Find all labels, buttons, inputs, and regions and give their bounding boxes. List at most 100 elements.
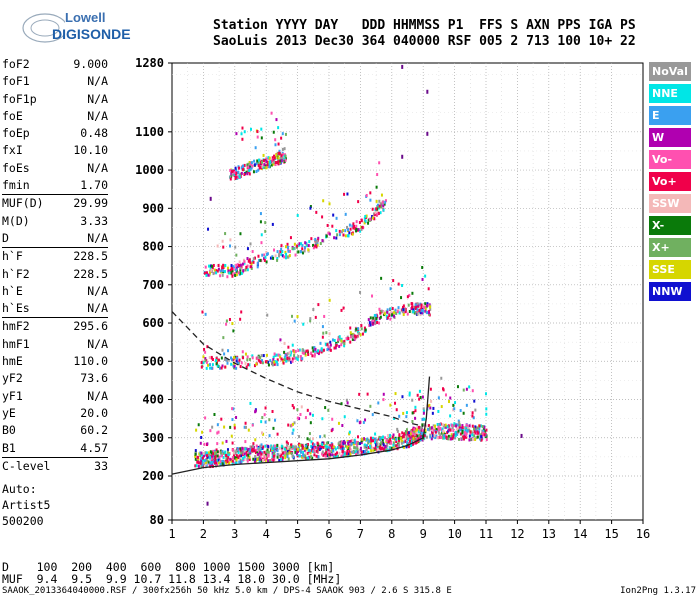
echo-point [225,358,228,362]
echo-point [276,363,279,367]
echo-point [398,311,401,315]
echo-point [286,442,289,446]
echo-point [443,425,446,429]
echo-point [447,424,450,428]
echo-point [215,459,218,463]
echo-point [403,310,406,314]
echo-point [288,448,291,452]
echo-point [423,417,426,421]
echo-point [342,233,345,237]
echo-point [457,423,460,427]
echo-point [214,454,217,458]
echo-point [248,363,251,367]
echo-point [283,453,286,457]
echo-point [422,409,425,413]
echo-point [301,351,304,355]
echo-point [386,308,389,312]
echo-point [208,264,211,268]
echo-point [257,158,260,162]
echo-point [429,307,432,311]
echo-point [247,447,250,451]
echo-point [367,218,370,222]
echo-point [231,322,234,326]
echo-point [239,447,242,451]
echo-point [416,434,419,438]
echo-point [471,389,474,393]
echo-point [321,215,324,219]
echo-point [234,451,237,455]
echo-point [416,304,419,308]
echo-point [238,460,241,464]
x-tick-label: 1 [168,527,175,541]
echo-point [243,260,246,264]
echo-point [284,354,287,358]
echo-point [276,443,279,447]
echo-point [423,305,426,309]
echo-point [312,349,315,353]
echo-point [307,352,310,356]
echo-point [316,441,319,445]
param-row: M(D) 3.33 [2,213,108,230]
echo-point [364,328,367,332]
echo-point [367,446,370,450]
param-row: B0 60.2 [2,422,108,439]
echo-point [208,456,211,460]
echo-point [210,461,213,465]
echo-point [271,363,274,367]
echo-point [279,250,282,254]
echo-point [397,441,400,445]
echo-point [293,354,296,358]
echo-point [250,262,253,266]
echo-point [392,279,395,283]
echo-point [261,253,264,257]
echo-point [280,154,283,158]
distance-row: D 100 200 400 600 800 1000 1500 3000 [km… [2,560,335,574]
echo-point [411,398,414,402]
echo-point [437,428,440,432]
echo-point [407,445,410,449]
echo-point [229,271,232,275]
echo-point [311,346,314,350]
echo-point [204,350,207,354]
echo-point [402,304,405,308]
echo-point [219,462,222,466]
echo-point [341,445,344,449]
echo-point [273,452,276,456]
echo-point [271,455,274,459]
echo-point [240,460,243,464]
echo-point [390,441,393,445]
echo-point [263,257,266,261]
legend-item-vo-: Vo+ [649,172,691,191]
echo-point [287,457,290,461]
echo-point [389,438,392,442]
echo-point [413,432,416,436]
echo-point [330,446,333,450]
echo-point [378,204,381,208]
echo-point [304,455,307,459]
echo-point [412,410,415,414]
echo-point [251,164,254,168]
legend: NoVal NNE E W Vo- Vo+ SSW X- X+ SSE NNW [649,62,691,304]
echo-point [400,441,403,445]
echo-point [388,446,391,450]
echo-point [331,453,334,457]
echo-point [351,232,354,236]
echo-point [271,255,274,259]
echo-point [408,431,411,435]
param-value: 228.5 [73,249,108,264]
echo-point [374,319,377,323]
echo-point [202,458,205,462]
echo-point [307,448,310,452]
echo-point [378,161,381,165]
y-tick-label: 600 [142,316,164,330]
echo-point [195,455,198,459]
echo-point [211,357,214,361]
echo-point [404,435,407,439]
echo-point [205,271,208,275]
echo-point [421,426,424,430]
echo-point [378,307,381,311]
x-tick-label: 10 [447,527,461,541]
echo-point [367,450,370,454]
y-tick-label: 500 [142,354,164,368]
